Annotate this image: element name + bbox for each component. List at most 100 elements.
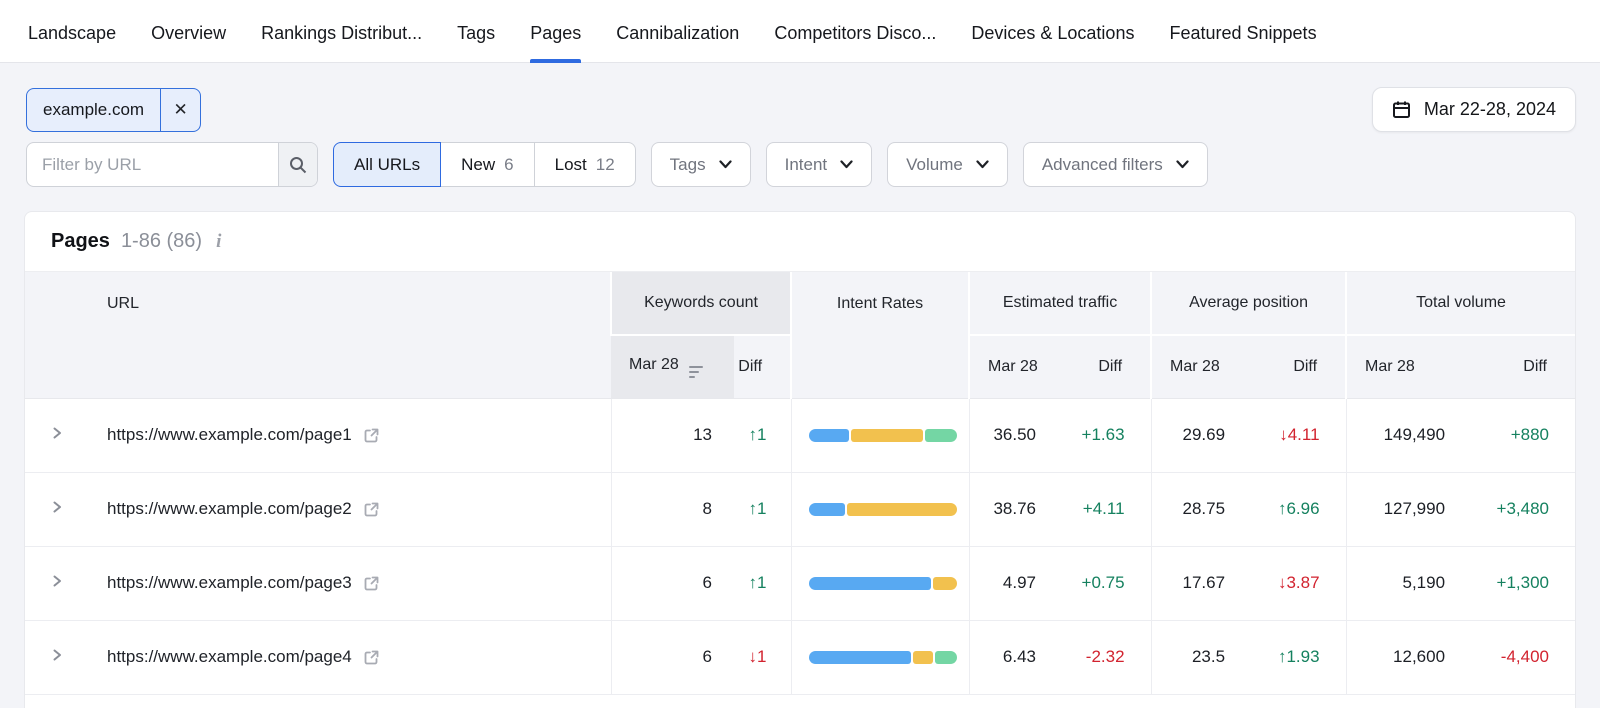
column-header-url[interactable]: URL [25,272,612,399]
subheader-keywords-date[interactable]: Mar 28 [611,335,735,399]
table-row: https://www.example.com/page3 6 ↑1 4.97 +0.7… [25,546,1575,621]
card-header: Pages 1-86 (86) i [25,212,1575,272]
keywords-count-value: 6 [610,620,735,695]
segment-all-urls[interactable]: All URLs [333,142,442,187]
diff-value: ↓1 [734,620,792,695]
toolbar-top: example.com ✕ Mar 22-28, 2024 [26,87,1576,132]
expand-row-button[interactable] [25,546,89,621]
intent-segment-blue [808,650,911,664]
subheader-traffic-diff[interactable]: Diff [1064,335,1152,399]
filter-chip-label: example.com [43,99,145,119]
chevron-down-icon [1176,160,1189,169]
segment-count-badge: 6 [504,154,514,174]
dropdown-advanced-filters[interactable]: Advanced filters [1022,142,1208,187]
column-group-average-position[interactable]: Average position [1150,272,1347,336]
diff-value: +880 [1473,398,1575,473]
table-row: https://www.example.com/page1 13 ↑1 36.50 +1… [25,398,1575,473]
tab-landscape[interactable]: Landscape [28,23,117,43]
diff-text: 6.96 [1286,499,1320,518]
page-url-link[interactable]: https://www.example.com/page1 [107,425,352,444]
tab-rankings-distribut[interactable]: Rankings Distribut... [261,23,423,43]
diff-text: 3.87 [1286,573,1320,592]
filter-dropdowns: Tags Intent Volume Advanced filters [650,142,1208,187]
pages-table-body: https://www.example.com/page1 13 ↑1 36.50 +1… [25,398,1575,706]
chevron-right-icon [50,574,64,588]
subheader-position-date[interactable]: Mar 28 [1150,335,1254,399]
keywords-count-value: 13 [610,398,735,473]
dropdown-label: Intent [784,154,828,174]
page-url-link[interactable]: https://www.example.com/page4 [107,647,352,666]
diff-text: 1.93 [1286,647,1320,666]
diff-text: 1 [757,499,767,518]
subheader-volume-date[interactable]: Mar 28 [1345,335,1474,399]
chip-remove-button[interactable]: ✕ [160,88,200,131]
tab-devices-&-locations[interactable]: Devices & Locations [971,23,1135,43]
page-url-link[interactable]: https://www.example.com/page3 [107,573,352,592]
subheader-volume-diff[interactable]: Diff [1473,335,1575,399]
tab-competitors-disco[interactable]: Competitors Disco... [774,23,937,43]
tab-pages[interactable]: Pages [530,23,582,63]
diff-value: ↑1 [734,546,792,621]
intent-segment-yellow [912,650,933,664]
date-range-button[interactable]: Mar 22-28, 2024 [1371,87,1576,132]
intent-segment-blue [808,428,849,442]
search-icon [289,156,307,174]
total-volume-value: 5,190 [1345,546,1474,621]
segment-lost[interactable]: Lost 12 [534,142,636,187]
estimated-traffic-value: 6.43 [968,620,1065,695]
column-group-keywords-count[interactable]: Keywords count [610,272,792,336]
diff-text: 1 [757,647,767,666]
subheader-position-diff[interactable]: Diff [1253,335,1347,399]
external-link-icon[interactable] [363,575,380,592]
segment-count-badge: 12 [595,154,615,174]
arrow-down-icon: ↓ [748,647,758,666]
external-link-icon[interactable] [363,649,380,666]
external-link-icon[interactable] [363,427,380,444]
url-status-segments: All URLs New 6 Lost 12 [333,142,636,187]
tab-cannibalization[interactable]: Cannibalization [616,23,740,43]
expand-row-button[interactable] [25,398,89,473]
expand-row-button[interactable] [25,472,89,547]
segment-new[interactable]: New 6 [441,142,535,187]
info-icon[interactable]: i [216,230,222,252]
external-link-icon[interactable] [363,501,380,518]
tab-featured-snippets[interactable]: Featured Snippets [1169,23,1317,43]
diff-text: +0.75 [1081,573,1125,592]
estimated-traffic-value: 38.76 [968,472,1065,547]
subheader-traffic-date[interactable]: Mar 28 [968,335,1065,399]
chevron-down-icon [840,160,853,169]
dropdown-volume[interactable]: Volume [887,142,1008,187]
url-cell: https://www.example.com/page4 [89,620,612,695]
page-url-link[interactable]: https://www.example.com/page2 [107,499,352,518]
sort-descending-icon [688,365,703,378]
dropdown-tags[interactable]: Tags [650,142,751,187]
toolbar-filters: All URLs New 6 Lost 12 Tags Intent Volume Advan… [26,142,1576,187]
keywords-count-value: 6 [610,546,735,621]
tab-tags[interactable]: Tags [457,23,496,43]
intent-segment-yellow [933,576,957,590]
diff-text: 1 [757,573,767,592]
url-cell: https://www.example.com/page2 [89,472,612,547]
total-volume-value: 149,490 [1345,398,1474,473]
dropdown-label: Tags [669,154,706,174]
total-volume-value: 127,990 [1345,472,1474,547]
intent-rates-cell [790,398,970,473]
diff-value: ↑1 [734,472,792,547]
pages-table: URL Keywords count Intent Rates Estimate… [25,272,1575,706]
search-button[interactable] [278,143,317,186]
segment-label: All URLs [354,154,421,174]
tab-overview[interactable]: Overview [151,23,227,43]
arrow-up-icon: ↑ [748,425,758,444]
dropdown-label: Advanced filters [1041,154,1163,174]
url-filter-input[interactable] [27,143,278,186]
average-position-value: 29.69 [1150,398,1254,473]
column-group-total-volume[interactable]: Total volume [1345,272,1575,336]
expand-row-button[interactable] [25,620,89,695]
subheader-keywords-diff[interactable]: Diff [734,335,792,399]
dropdown-intent[interactable]: Intent [765,142,873,187]
diff-text: -4,400 [1500,647,1549,666]
column-group-estimated-traffic[interactable]: Estimated traffic [968,272,1152,336]
intent-rates-bar [808,428,957,442]
arrow-down-icon: ↓ [1277,573,1287,592]
chevron-down-icon [718,160,732,169]
